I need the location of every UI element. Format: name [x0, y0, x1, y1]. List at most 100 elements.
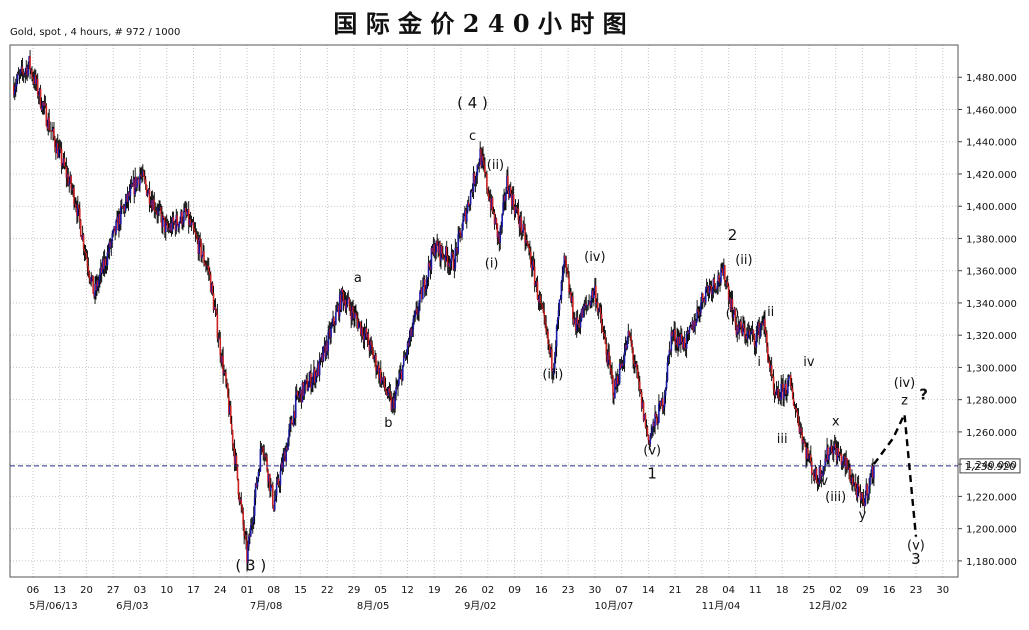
x-tick-label: 02 [829, 585, 842, 596]
x-tick-label: 02 [481, 585, 494, 596]
candle-body [637, 369, 639, 379]
candle-body [249, 535, 251, 537]
candle-body [670, 331, 673, 352]
candle-body [664, 388, 667, 396]
wave-label: (v) [907, 539, 925, 554]
candle-body [364, 328, 367, 333]
candle-body [162, 216, 164, 227]
candle-body [473, 173, 476, 185]
candle-body [832, 452, 834, 455]
candle-body [711, 288, 714, 295]
candle-body [443, 257, 445, 259]
candle-body [132, 179, 135, 186]
candle-body [501, 213, 503, 227]
candle-body [496, 223, 499, 238]
candle-body [303, 385, 306, 396]
candle-body [684, 347, 687, 349]
candle-body [145, 185, 148, 196]
candle-body [715, 289, 718, 291]
candle-body [185, 211, 188, 216]
candle-body [767, 346, 769, 361]
candle-body [504, 195, 506, 201]
month-label: 5月/06/13 [29, 600, 78, 612]
x-axis: 06 13 20 27 03 10 17 24 01 08 15 22 29 05 12 19 26 02 09 16… [27, 585, 950, 612]
candle-body [493, 212, 496, 225]
candle-body [865, 484, 868, 495]
candle-body [837, 448, 840, 456]
candle-body [238, 494, 241, 502]
candle-body [137, 178, 139, 180]
candle-body [315, 372, 317, 383]
candle-body [734, 308, 737, 323]
candle-body [239, 499, 242, 502]
candle-body [173, 222, 176, 224]
candle-body [740, 321, 742, 328]
candle-body [485, 173, 487, 175]
candle-body [490, 197, 493, 209]
candle-body [768, 361, 771, 368]
candle-body [301, 382, 304, 403]
candle-body [791, 388, 794, 399]
candle-body [537, 299, 540, 303]
candle-body [617, 383, 620, 385]
candle-body [782, 383, 784, 399]
candle-body [770, 365, 773, 376]
candle-body [529, 248, 531, 252]
candle-body [477, 165, 480, 167]
candle-body [677, 336, 679, 348]
candle-body [462, 220, 464, 231]
candle-body [284, 451, 287, 462]
y-tick-label: 1,280.000 [966, 396, 1017, 407]
x-tick-label: 24 [214, 585, 227, 596]
candle-body [470, 190, 473, 192]
candle-body [759, 327, 761, 338]
candle-body [259, 448, 262, 472]
candle-body [659, 401, 662, 406]
candle-body [230, 423, 233, 431]
candle-body [250, 524, 253, 526]
candle-body [85, 252, 88, 259]
candle-body [296, 391, 299, 397]
candle-body [656, 416, 658, 425]
candle-body [13, 89, 16, 95]
candle-body [781, 383, 783, 385]
candle-body [553, 357, 556, 369]
candle-body [602, 331, 605, 334]
candle-body [248, 535, 250, 547]
candle-body [724, 265, 726, 283]
candle-body [27, 65, 29, 76]
wave-label: z [901, 394, 908, 409]
candle-body [258, 471, 261, 473]
candle-body [499, 228, 502, 243]
candle-body [182, 222, 184, 225]
candle-body [24, 70, 27, 75]
candle-body [428, 262, 431, 267]
candle-body [784, 383, 786, 389]
candle-body [255, 483, 258, 487]
candle-body [484, 165, 486, 174]
month-label: 12月/02 [809, 600, 848, 612]
candle-body [654, 413, 656, 427]
candle-body [720, 267, 722, 283]
candle-body [593, 291, 595, 299]
candle-body [29, 56, 31, 71]
candle-body [469, 191, 472, 205]
candle-body [608, 351, 610, 360]
candle-body [716, 286, 718, 290]
candle-body [853, 482, 856, 484]
candle-body [800, 427, 803, 432]
candle-body [626, 337, 629, 349]
candle-body [272, 485, 274, 506]
candle-body [373, 358, 375, 360]
candle-body [269, 474, 271, 491]
candle-body [633, 360, 635, 364]
candle-body [530, 251, 532, 265]
candle-body [124, 201, 127, 212]
candle-body [474, 179, 477, 185]
candle-body [128, 192, 131, 197]
candle-body [615, 380, 617, 387]
candle-body [177, 224, 179, 228]
candle-body [841, 461, 844, 465]
candle-body [107, 251, 110, 253]
candle-body [399, 373, 401, 379]
